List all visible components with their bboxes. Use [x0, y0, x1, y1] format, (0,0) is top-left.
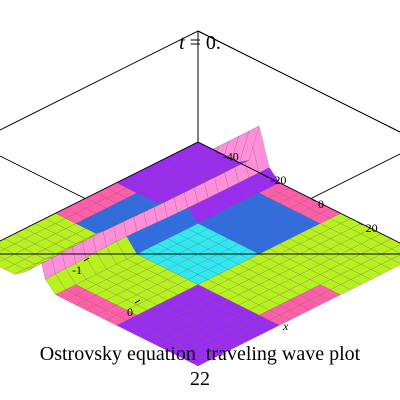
x-tick: [357, 221, 363, 226]
x-tick: [309, 197, 316, 202]
y-axis: -1 0: [72, 257, 141, 319]
x-axis-label: x: [282, 319, 289, 333]
surface-cell: [391, 244, 400, 254]
title-variable: t: [179, 32, 185, 54]
wave-surface: [0, 125, 400, 367]
surface-cell: [391, 254, 400, 264]
plot-title: t = 0.: [0, 32, 400, 55]
x-tick: [262, 173, 268, 178]
title-value: = 0.: [184, 32, 221, 54]
surface-cell: [0, 246, 5, 252]
y-tick-label: 0: [127, 305, 133, 319]
x-tick: [214, 149, 221, 154]
x-tick-label: 20: [366, 221, 378, 235]
surface-cell: [0, 256, 5, 262]
y-tick: [83, 257, 90, 262]
caption-line-2: 22: [190, 368, 210, 390]
box-edge: [197, 30, 400, 133]
x-tick-label: -40: [223, 149, 239, 163]
y-tick: [134, 299, 141, 304]
x-tick-label: -20: [270, 173, 286, 187]
y-tick-label: -1: [72, 263, 82, 277]
caption-line-1: Ostrovsky equation traveling wave plot: [39, 343, 361, 365]
x-axis: -40-2002040x: [214, 149, 378, 333]
x-tick-label: 0: [318, 197, 324, 211]
